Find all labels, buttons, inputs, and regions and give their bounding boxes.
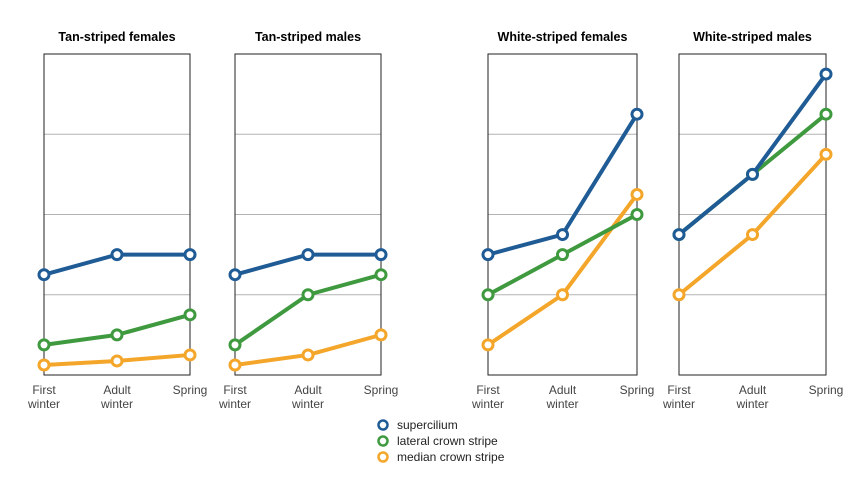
plot-frame bbox=[43, 53, 191, 376]
data-point-supercilium bbox=[481, 248, 495, 262]
panel-title: Tan-striped females bbox=[58, 30, 175, 44]
x-tick-label-line: Adult bbox=[549, 383, 577, 397]
x-tick-label: Spring bbox=[809, 383, 844, 397]
x-tick-label-line: Adult bbox=[294, 383, 322, 397]
data-point-median-crown-stripe bbox=[819, 147, 833, 161]
x-tick-label-line: Spring bbox=[620, 383, 655, 397]
data-point-median-crown-stripe bbox=[228, 358, 242, 372]
data-point-lateral-crown-stripe bbox=[37, 338, 51, 352]
data-point-supercilium bbox=[672, 228, 686, 242]
data-point-median-crown-stripe bbox=[374, 328, 388, 342]
panel-title: Tan-striped males bbox=[255, 30, 361, 44]
data-point-lateral-crown-stripe bbox=[374, 268, 388, 282]
x-tick-label: First winter bbox=[27, 383, 60, 411]
x-tick-label-line: winter bbox=[735, 397, 768, 411]
x-tick-label: First winter bbox=[662, 383, 695, 411]
x-tick-label-line: winter bbox=[27, 397, 60, 411]
x-tick-label: Adult winter bbox=[735, 383, 768, 411]
data-point-median-crown-stripe bbox=[746, 228, 759, 242]
data-point-lateral-crown-stripe bbox=[183, 308, 197, 322]
data-point-supercilium bbox=[37, 268, 51, 282]
data-point-supercilium bbox=[819, 67, 833, 81]
data-point-supercilium bbox=[746, 167, 759, 181]
x-tick-label: First winter bbox=[218, 383, 251, 411]
x-tick-label-line: winter bbox=[291, 397, 324, 411]
plot-frame bbox=[678, 53, 827, 376]
x-tick-label-line: Adult bbox=[739, 383, 767, 397]
x-tick-label-line: First bbox=[223, 383, 247, 397]
data-point-lateral-crown-stripe bbox=[556, 248, 569, 262]
legend-marker bbox=[377, 435, 389, 447]
x-tick-label-line: winter bbox=[100, 397, 133, 411]
data-point-median-crown-stripe bbox=[481, 338, 495, 352]
data-point-supercilium bbox=[374, 248, 388, 262]
x-tick-label-line: Spring bbox=[364, 383, 399, 397]
data-point-median-crown-stripe bbox=[630, 187, 644, 201]
x-tick-label: Adult winter bbox=[291, 383, 324, 411]
x-tick-label-line: First bbox=[32, 383, 56, 397]
data-point-lateral-crown-stripe bbox=[301, 288, 315, 302]
x-tick-label: Adult winter bbox=[100, 383, 133, 411]
legend-label: median crown stripe bbox=[397, 450, 505, 464]
data-point-supercilium bbox=[301, 248, 315, 262]
series-line-lateral-crown-stripe bbox=[233, 272, 383, 347]
data-point-supercilium bbox=[228, 268, 242, 282]
legend-label: supercilium bbox=[397, 418, 458, 432]
data-point-median-crown-stripe bbox=[110, 354, 124, 368]
data-point-lateral-crown-stripe bbox=[110, 328, 124, 342]
x-tick-label-line: Spring bbox=[173, 383, 208, 397]
legend-label: lateral crown stripe bbox=[397, 434, 498, 448]
legend-marker bbox=[377, 419, 389, 431]
data-point-lateral-crown-stripe bbox=[819, 107, 833, 121]
series-line-median-crown-stripe bbox=[486, 192, 639, 347]
x-tick-label: Adult winter bbox=[545, 383, 578, 411]
data-point-lateral-crown-stripe bbox=[228, 338, 242, 352]
x-tick-label: Spring bbox=[620, 383, 655, 397]
legend: supercilium lateral crown stripe median cr… bbox=[377, 418, 505, 464]
data-point-median-crown-stripe bbox=[672, 288, 686, 302]
x-tick-label: First winter bbox=[471, 383, 504, 411]
data-point-median-crown-stripe bbox=[301, 348, 315, 362]
x-tick-label: Spring bbox=[364, 383, 399, 397]
x-tick-label-line: Adult bbox=[103, 383, 131, 397]
data-point-supercilium bbox=[630, 107, 644, 121]
data-point-median-crown-stripe bbox=[183, 348, 197, 362]
data-point-lateral-crown-stripe bbox=[481, 288, 495, 302]
data-point-median-crown-stripe bbox=[37, 358, 51, 372]
plot-frame bbox=[234, 53, 382, 376]
data-point-supercilium bbox=[183, 248, 197, 262]
data-point-median-crown-stripe bbox=[556, 288, 569, 302]
x-tick-label-line: winter bbox=[545, 397, 578, 411]
panel-title: White-striped females bbox=[498, 30, 628, 44]
legend-marker bbox=[377, 451, 389, 463]
x-tick-label-line: Spring bbox=[809, 383, 844, 397]
x-tick-label-line: First bbox=[476, 383, 500, 397]
data-point-lateral-crown-stripe bbox=[630, 208, 644, 221]
data-point-supercilium bbox=[556, 228, 569, 242]
x-tick-label: Spring bbox=[173, 383, 208, 397]
data-point-supercilium bbox=[110, 248, 124, 262]
series-line-supercilium bbox=[677, 72, 828, 237]
panel-title: White-striped males bbox=[693, 30, 812, 44]
x-tick-label-line: winter bbox=[218, 397, 251, 411]
x-tick-label-line: First bbox=[667, 383, 691, 397]
x-tick-label-line: winter bbox=[471, 397, 504, 411]
x-tick-label-line: winter bbox=[662, 397, 695, 411]
